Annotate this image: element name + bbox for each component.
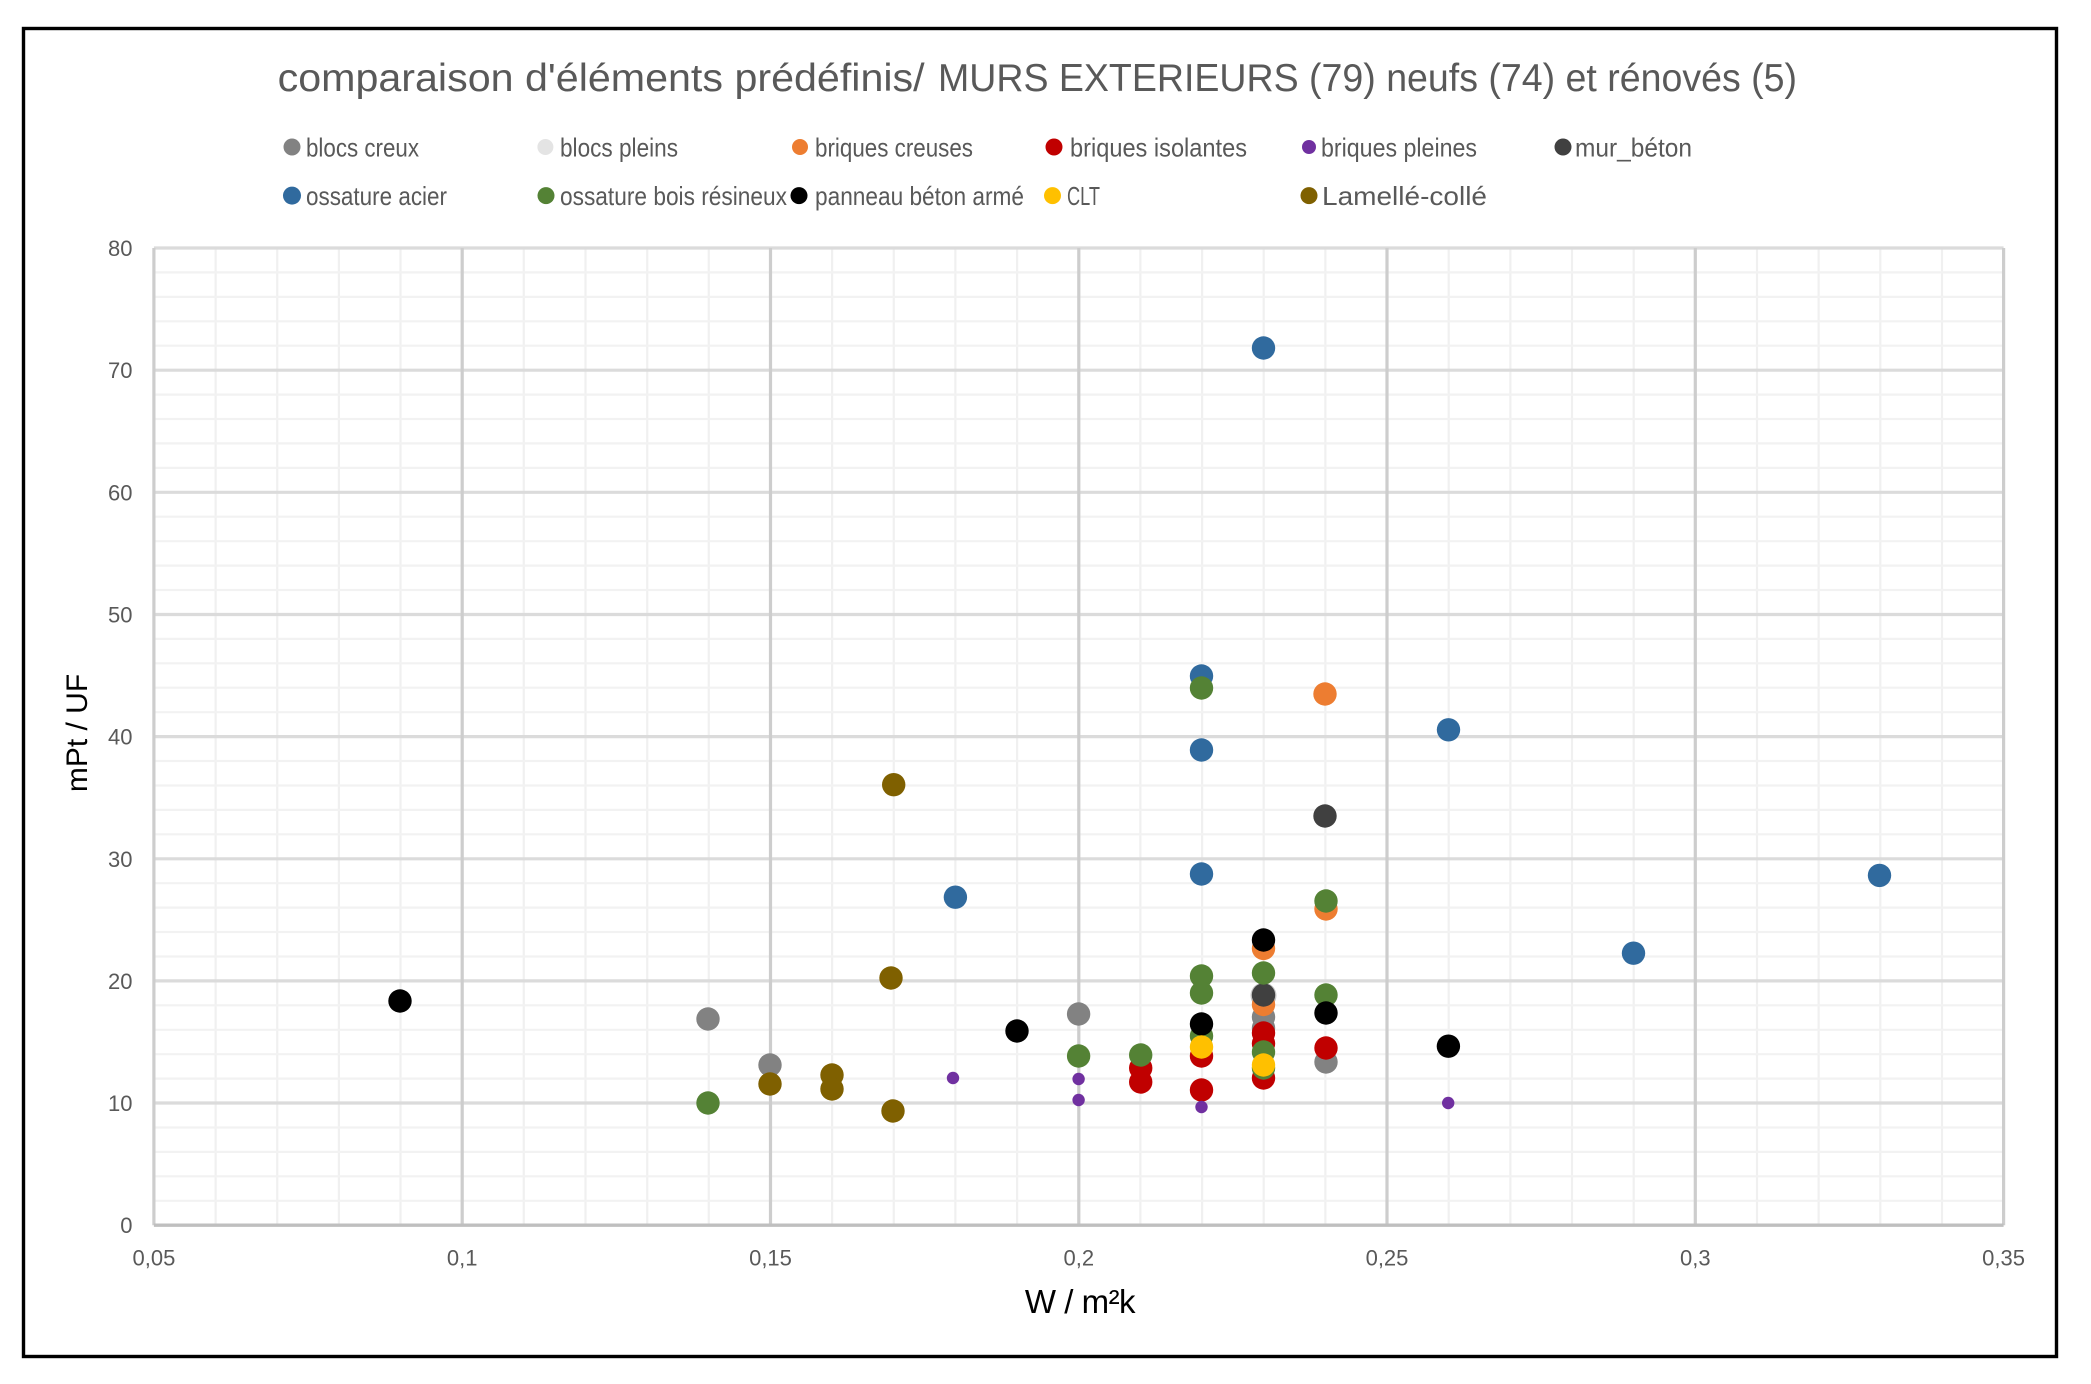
svg-text:0,3: 0,3 [1680, 1246, 1711, 1271]
svg-text:ossature bois résineux: ossature bois résineux [560, 181, 787, 211]
svg-text:CLT: CLT [1067, 181, 1100, 211]
svg-text:briques pleines: briques pleines [1321, 133, 1477, 163]
svg-text:mur_béton: mur_béton [1575, 133, 1692, 163]
svg-text:ossature acier: ossature acier [306, 181, 447, 211]
svg-text:40: 40 [108, 725, 132, 750]
svg-text:blocs pleins: blocs pleins [560, 133, 678, 163]
svg-text:10: 10 [108, 1091, 132, 1116]
svg-text:80: 80 [108, 236, 132, 261]
svg-text:MURS EXTERIEURS (79) neufs (74: MURS EXTERIEURS (79) neufs (74) et rénov… [938, 57, 1797, 100]
svg-text:W / m²k: W / m²k [1025, 1283, 1136, 1320]
svg-text:mPt / UF: mPt / UF [61, 674, 94, 792]
svg-text:0,15: 0,15 [749, 1246, 792, 1271]
svg-text:briques isolantes: briques isolantes [1070, 133, 1247, 163]
svg-text:comparaison d'éléments prédéfi: comparaison d'éléments prédéfinis/ [278, 57, 925, 100]
svg-text:briques creuses: briques creuses [815, 133, 973, 163]
svg-text:60: 60 [108, 480, 132, 505]
svg-text:0,05: 0,05 [132, 1246, 175, 1271]
svg-text:20: 20 [108, 969, 132, 994]
svg-text:panneau béton armé: panneau béton armé [815, 181, 1024, 211]
svg-text:50: 50 [108, 603, 132, 628]
svg-text:70: 70 [108, 358, 132, 383]
svg-text:Lamellé-collé: Lamellé-collé [1322, 181, 1487, 211]
svg-text:0: 0 [120, 1213, 132, 1238]
svg-text:blocs creux: blocs creux [306, 133, 419, 163]
svg-text:0,1: 0,1 [447, 1246, 478, 1271]
svg-text:0,25: 0,25 [1366, 1246, 1409, 1271]
svg-text:0,2: 0,2 [1064, 1246, 1095, 1271]
svg-text:30: 30 [108, 847, 132, 872]
svg-text:0,35: 0,35 [1982, 1246, 2025, 1271]
